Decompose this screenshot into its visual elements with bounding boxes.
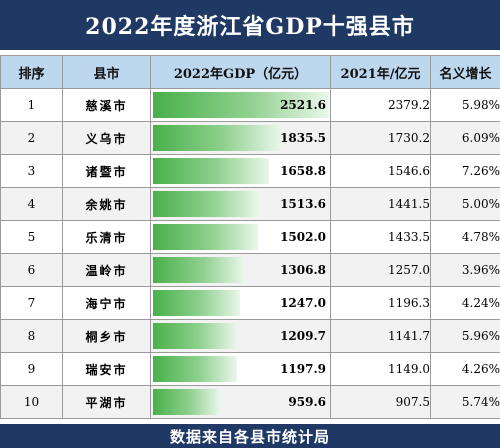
gdp2021-cell: 1546.6 xyxy=(330,154,431,188)
rank-cell: 2 xyxy=(0,121,63,155)
gdp2022-value: 1835.5 xyxy=(280,131,326,145)
growth-cell: 3.96% xyxy=(430,253,500,287)
growth-cell: 5.96% xyxy=(430,319,500,353)
table-body: 1 慈溪市 2521.6 2379.2 5.98% 2 义乌市 1835.5 1730.2 6.0… xyxy=(0,88,500,419)
table-row: 9 瑞安市 1197.9 1149.0 4.26% xyxy=(0,352,500,386)
gdp2022-value: 1513.6 xyxy=(280,197,326,211)
gdp-bar xyxy=(153,290,240,316)
header-rank: 排序 xyxy=(0,55,63,89)
gdp2022-value: 1247.0 xyxy=(280,296,326,310)
gdp-bar xyxy=(153,92,329,118)
city-cell: 乐清市 xyxy=(62,220,151,254)
table-row: 10 平湖市 959.6 907.5 5.74% xyxy=(0,385,500,419)
table-row: 3 诸暨市 1658.8 1546.6 7.26% xyxy=(0,154,500,188)
gdp2021-cell: 907.5 xyxy=(330,385,431,419)
growth-cell: 5.00% xyxy=(430,187,500,221)
city-cell: 海宁市 xyxy=(62,286,151,320)
rank-cell: 6 xyxy=(0,253,63,287)
city-cell: 瑞安市 xyxy=(62,352,151,386)
city-cell: 义乌市 xyxy=(62,121,151,155)
gdp2022-cell: 1658.8 xyxy=(150,154,331,188)
source-footer: 数据来自各县市统计局 xyxy=(0,424,500,448)
gdp2022-cell: 959.6 xyxy=(150,385,331,419)
chart-title: 2022年度浙江省GDP十强县市 xyxy=(0,0,500,50)
gdp2022-value: 2521.6 xyxy=(280,98,326,112)
gdp-bar xyxy=(153,323,237,349)
gdp-bar xyxy=(153,224,258,250)
gdp-bar xyxy=(153,389,220,415)
header-growth: 名义增长 xyxy=(430,55,500,89)
gdp2021-cell: 1196.3 xyxy=(330,286,431,320)
city-cell: 温岭市 xyxy=(62,253,151,287)
header-city: 县市 xyxy=(62,55,151,89)
rank-cell: 8 xyxy=(0,319,63,353)
city-cell: 诸暨市 xyxy=(62,154,151,188)
gdp2021-cell: 1257.0 xyxy=(330,253,431,287)
growth-cell: 4.24% xyxy=(430,286,500,320)
gdp2022-cell: 1197.9 xyxy=(150,352,331,386)
gdp2021-cell: 1433.5 xyxy=(330,220,431,254)
gdp2022-cell: 1209.7 xyxy=(150,319,331,353)
city-cell: 桐乡市 xyxy=(62,319,151,353)
rank-cell: 3 xyxy=(0,154,63,188)
rank-cell: 5 xyxy=(0,220,63,254)
growth-cell: 7.26% xyxy=(430,154,500,188)
gdp2022-value: 1209.7 xyxy=(280,329,326,343)
city-cell: 平湖市 xyxy=(62,385,151,419)
table-header: 排序 县市 2022年GDP（亿元） 2021年/亿元 名义增长 xyxy=(0,55,500,89)
table-row: 8 桐乡市 1209.7 1141.7 5.96% xyxy=(0,319,500,353)
rank-cell: 9 xyxy=(0,352,63,386)
gdp-bar xyxy=(153,125,281,151)
growth-cell: 6.09% xyxy=(430,121,500,155)
gdp-bar xyxy=(153,158,269,184)
gdp2022-cell: 1502.0 xyxy=(150,220,331,254)
city-cell: 慈溪市 xyxy=(62,88,151,122)
rank-cell: 1 xyxy=(0,88,63,122)
table-row: 2 义乌市 1835.5 1730.2 6.09% xyxy=(0,121,500,155)
header-gdp2022: 2022年GDP（亿元） xyxy=(150,55,331,89)
growth-cell: 5.74% xyxy=(430,385,500,419)
gdp2022-value: 1502.0 xyxy=(280,230,326,244)
gdp2022-cell: 1306.8 xyxy=(150,253,331,287)
gdp-bar xyxy=(153,257,244,283)
gdp2022-cell: 1247.0 xyxy=(150,286,331,320)
gdp-table: 排序 县市 2022年GDP（亿元） 2021年/亿元 名义增长 1 慈溪市 252… xyxy=(0,55,500,419)
table-row: 5 乐清市 1502.0 1433.5 4.78% xyxy=(0,220,500,254)
gdp2022-cell: 2521.6 xyxy=(150,88,331,122)
table-row: 1 慈溪市 2521.6 2379.2 5.98% xyxy=(0,88,500,122)
gdp-bar xyxy=(153,191,259,217)
rank-cell: 10 xyxy=(0,385,63,419)
header-row: 排序 县市 2022年GDP（亿元） 2021年/亿元 名义增长 xyxy=(0,55,500,89)
rank-cell: 4 xyxy=(0,187,63,221)
growth-cell: 5.98% xyxy=(430,88,500,122)
rank-cell: 7 xyxy=(0,286,63,320)
growth-cell: 4.26% xyxy=(430,352,500,386)
gdp2021-cell: 1441.5 xyxy=(330,187,431,221)
table-row: 4 余姚市 1513.6 1441.5 5.00% xyxy=(0,187,500,221)
header-gdp2021: 2021年/亿元 xyxy=(330,55,431,89)
gdp2022-value: 1658.8 xyxy=(280,164,326,178)
gdp2021-cell: 1730.2 xyxy=(330,121,431,155)
gdp2022-cell: 1835.5 xyxy=(150,121,331,155)
growth-cell: 4.78% xyxy=(430,220,500,254)
city-cell: 余姚市 xyxy=(62,187,151,221)
gdp2021-cell: 1141.7 xyxy=(330,319,431,353)
gdp2021-cell: 2379.2 xyxy=(330,88,431,122)
table-row: 7 海宁市 1247.0 1196.3 4.24% xyxy=(0,286,500,320)
gdp2022-value: 1306.8 xyxy=(280,263,326,277)
gdp2021-cell: 1149.0 xyxy=(330,352,431,386)
gdp2022-value: 1197.9 xyxy=(280,362,326,376)
gdp-bar xyxy=(153,356,237,382)
table-row: 6 温岭市 1306.8 1257.0 3.96% xyxy=(0,253,500,287)
gdp2022-cell: 1513.6 xyxy=(150,187,331,221)
gdp2022-value: 959.6 xyxy=(288,395,326,409)
